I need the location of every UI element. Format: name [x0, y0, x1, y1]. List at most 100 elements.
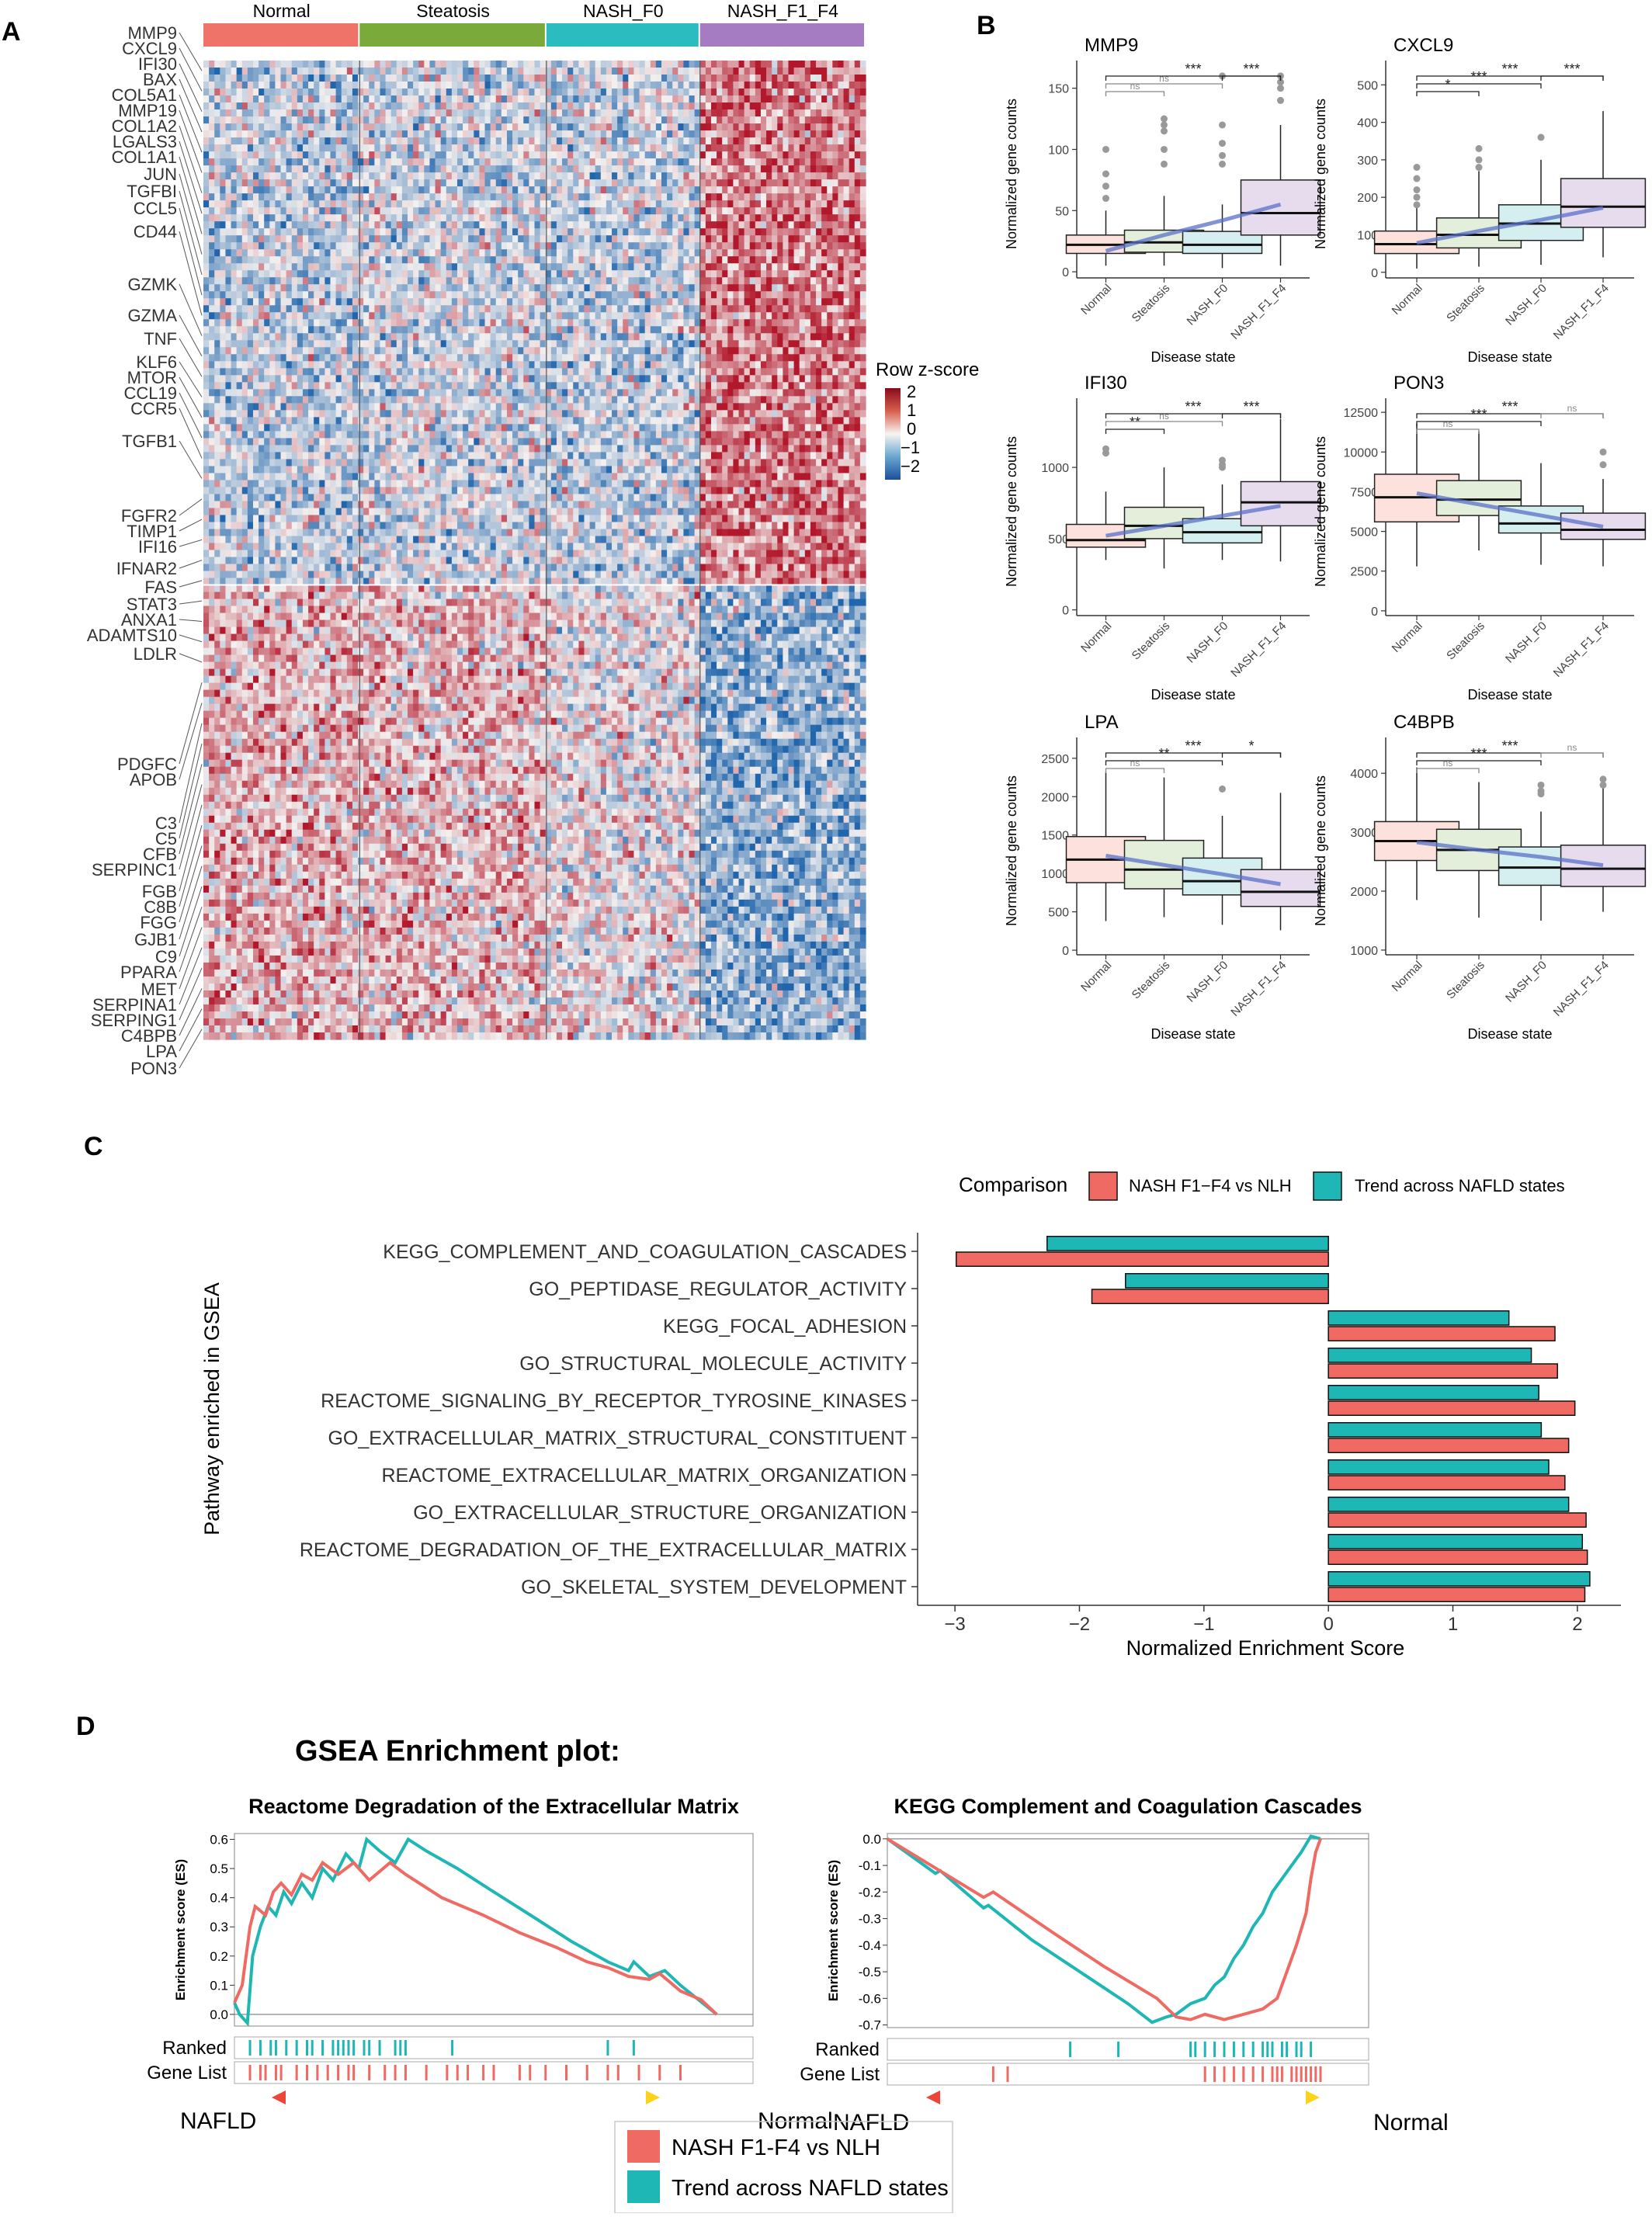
heatmap-cell: [275, 242, 282, 250]
heatmap-cell: [567, 186, 574, 194]
heatmap-cell: [722, 144, 728, 152]
heatmap-cell: [209, 137, 215, 145]
heatmap-cell: [804, 172, 811, 180]
heatmap-cell: [562, 249, 568, 257]
heatmap-cell: [755, 214, 762, 222]
heatmap-cell: [380, 221, 387, 229]
heatmap-cell: [380, 249, 387, 257]
heatmap-cell: [252, 277, 259, 285]
heatmap-cell: [518, 102, 524, 110]
group-bar-segment: [359, 23, 545, 47]
heatmap-cell: [550, 284, 557, 292]
heatmap-cell: [722, 193, 728, 201]
heatmap-cell: [518, 263, 524, 271]
heatmap-cell: [540, 82, 547, 89]
heatmap-cell: [358, 340, 364, 348]
heatmap-cell: [766, 75, 772, 82]
heatmap-cell: [766, 172, 772, 180]
heatmap-cell: [573, 179, 579, 187]
heatmap-cell: [280, 263, 287, 271]
heatmap-cell: [678, 263, 685, 271]
heatmap-cell: [468, 305, 474, 313]
heatmap-cell: [545, 61, 552, 68]
heatmap-cell: [755, 172, 762, 180]
heatmap-cell: [374, 312, 381, 320]
heatmap-cell: [722, 179, 728, 187]
heatmap-cell: [816, 326, 822, 334]
heatmap-cell: [793, 165, 800, 173]
heatmap-cell: [827, 193, 833, 201]
heatmap-cell: [518, 298, 524, 306]
heatmap-cell: [832, 235, 839, 243]
heatmap-cell: [606, 186, 613, 194]
heatmap-cell: [689, 75, 696, 82]
heatmap-cell: [456, 347, 463, 355]
heatmap-cell: [429, 284, 436, 292]
heatmap-cell: [220, 214, 227, 222]
heatmap-cell: [252, 347, 259, 355]
heatmap-cell: [683, 158, 690, 166]
heatmap-cell: [623, 333, 629, 341]
heatmap-cell: [639, 249, 646, 257]
heatmap-cell: [474, 228, 481, 236]
heatmap-cell: [777, 68, 783, 75]
heatmap-cell: [440, 249, 447, 257]
heatmap-cell: [308, 207, 314, 215]
heatmap-cell: [644, 214, 651, 222]
heatmap-cell: [435, 284, 442, 292]
heatmap-cell: [816, 263, 822, 271]
heatmap-cell: [534, 172, 541, 180]
heatmap-cell: [220, 186, 227, 194]
heatmap-cell: [390, 333, 397, 341]
heatmap-cell: [783, 186, 790, 194]
heatmap-cell: [429, 333, 436, 341]
heatmap-cell: [214, 172, 220, 180]
heatmap-cell: [401, 305, 408, 313]
heatmap-cell: [821, 151, 828, 159]
heatmap-cell: [463, 326, 469, 334]
heatmap-cell: [314, 228, 320, 236]
heatmap-cell: [573, 221, 579, 229]
heatmap-cell: [738, 249, 745, 257]
heatmap-cell: [346, 312, 353, 320]
heatmap-cell: [755, 228, 762, 236]
heatmap-cell: [550, 312, 557, 320]
heatmap-cell: [733, 284, 740, 292]
heatmap-cell: [424, 221, 431, 229]
heatmap-cell: [678, 200, 685, 208]
heatmap-cell: [529, 340, 536, 348]
heatmap-cell: [456, 305, 463, 313]
heatmap-cell: [705, 116, 712, 124]
heatmap-cell: [352, 82, 359, 89]
heatmap-cell: [550, 326, 557, 334]
heatmap-cell: [225, 214, 232, 222]
heatmap-cell: [644, 75, 651, 82]
heatmap-cell: [699, 305, 706, 313]
heatmap-cell: [772, 102, 778, 110]
heatmap-cell: [777, 179, 783, 187]
heatmap-cell: [788, 151, 795, 159]
heatmap-cell: [584, 137, 591, 145]
heatmap-cell: [418, 319, 425, 327]
heatmap-cell: [369, 165, 375, 173]
heatmap-cell: [644, 137, 651, 145]
heatmap-cell: [495, 95, 502, 103]
heatmap-cell: [804, 284, 811, 292]
heatmap-cell: [408, 75, 414, 82]
heatmap-cell: [617, 61, 623, 68]
heatmap-cell: [297, 144, 304, 152]
heatmap-cell: [214, 68, 220, 75]
heatmap-cell: [341, 242, 348, 250]
heatmap-cell: [727, 137, 734, 145]
heatmap-cell: [474, 221, 481, 229]
heatmap-cell: [291, 340, 298, 348]
heatmap-cell: [545, 165, 552, 173]
heatmap-cell: [589, 144, 596, 152]
heatmap-cell: [214, 158, 220, 166]
heatmap-cell: [506, 68, 513, 75]
heatmap-cell: [495, 172, 502, 180]
heatmap-cell: [672, 298, 678, 306]
heatmap-cell: [286, 319, 293, 327]
heatmap-cell: [225, 172, 232, 180]
heatmap-cell: [451, 235, 458, 243]
